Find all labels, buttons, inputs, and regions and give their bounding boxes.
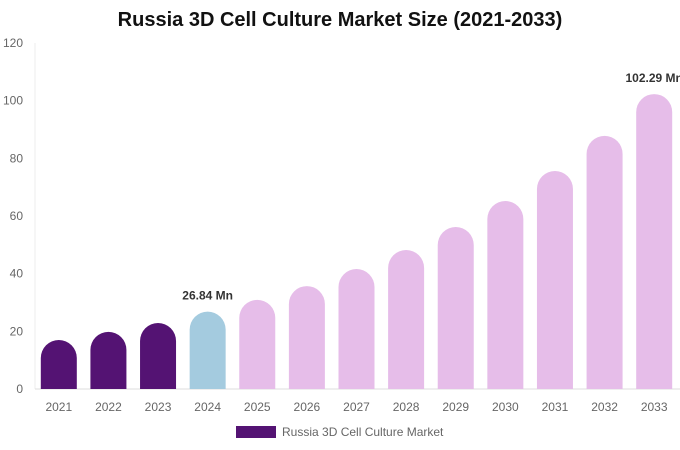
data-label-2024: 26.84 Mn (182, 289, 233, 303)
bar-2028 (388, 250, 425, 389)
y-tick-label: 120 (3, 36, 23, 50)
bar-2022 (90, 331, 127, 389)
x-tick-label: 2021 (45, 400, 72, 414)
y-tick-label: 100 (3, 94, 23, 108)
x-tick-label: 2030 (492, 400, 519, 414)
bar-2029 (437, 226, 474, 389)
x-tick-label: 2026 (294, 400, 321, 414)
bar-2027 (338, 269, 375, 389)
y-tick-label: 40 (10, 267, 24, 281)
x-tick-label: 2025 (244, 400, 271, 414)
x-tick-label: 2028 (393, 400, 420, 414)
bar-2023 (140, 322, 177, 389)
bar-2032 (586, 135, 623, 389)
x-tick-label: 2027 (343, 400, 370, 414)
legend-swatch (236, 426, 276, 438)
bar-2031 (536, 171, 573, 389)
y-tick-label: 80 (10, 151, 24, 165)
bar-2026 (288, 286, 325, 389)
x-tick-label: 2032 (591, 400, 618, 414)
x-tick-label: 2029 (442, 400, 469, 414)
x-tick-label: 2033 (641, 400, 668, 414)
x-tick-label: 2022 (95, 400, 122, 414)
legend-label: Russia 3D Cell Culture Market (282, 425, 444, 439)
x-tick-label: 2024 (194, 400, 221, 414)
y-tick-label: 0 (16, 382, 23, 396)
x-tick-label: 2031 (542, 400, 569, 414)
data-label-2033: 102.29 Mn (626, 71, 680, 85)
bar-2033 (636, 94, 673, 389)
y-tick-label: 20 (10, 324, 24, 338)
x-tick-label: 2023 (145, 400, 172, 414)
chart-title: Russia 3D Cell Culture Market Size (2021… (117, 9, 563, 31)
bar-2021 (40, 339, 77, 389)
bar-2025 (239, 299, 276, 389)
legend: Russia 3D Cell Culture Market (236, 425, 443, 439)
bar-2030 (487, 201, 524, 389)
y-tick-label: 60 (10, 209, 24, 223)
bar-2024 (189, 311, 226, 389)
